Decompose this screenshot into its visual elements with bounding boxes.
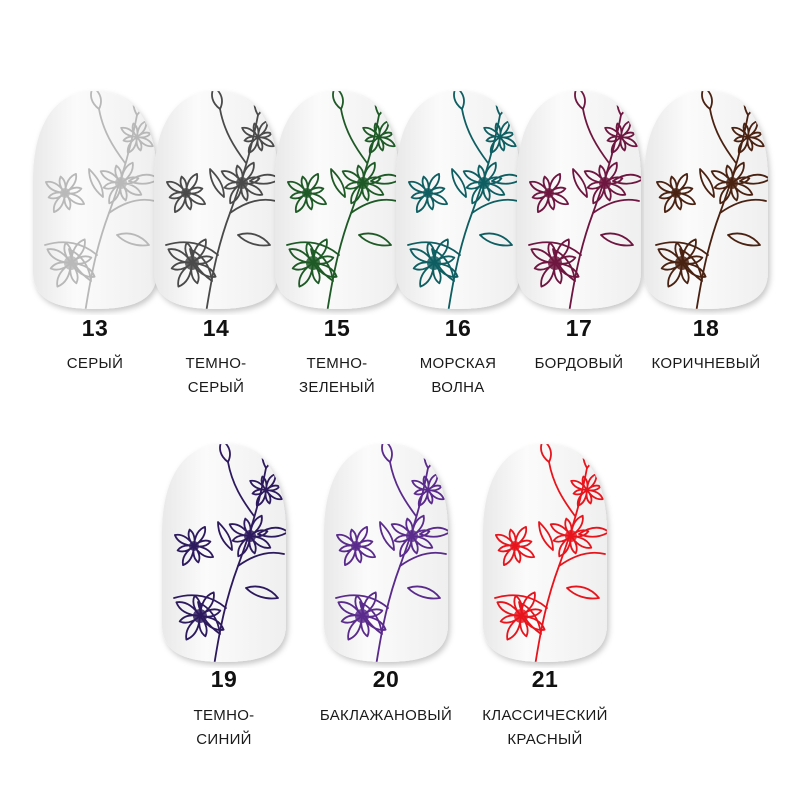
swatch-name-line1: ТЕМНО- xyxy=(193,707,255,724)
swatch-name-line2: СЕРЫЙ xyxy=(187,379,245,396)
swatch-name-line2: СИНИЙ xyxy=(196,731,252,748)
nail-svg xyxy=(154,91,278,309)
swatch-name-line1: МОРСКАЯ xyxy=(419,355,497,372)
swatch-name-line1: БОРДОВЫЙ xyxy=(534,355,624,372)
swatch-name-line1: КЛАССИЧЕСКИЙ xyxy=(482,707,608,724)
swatch-name-line1: СЕРЫЙ xyxy=(66,355,124,372)
nail-tip xyxy=(25,85,165,315)
swatch-number: 14 xyxy=(202,315,230,341)
swatch-number: 17 xyxy=(565,315,593,341)
swatch-number: 19 xyxy=(210,666,238,692)
swatch-name-line2: КРАСНЫЙ xyxy=(507,731,583,748)
nail-svg xyxy=(396,91,520,309)
nail-svg xyxy=(162,444,286,662)
swatch-number: 16 xyxy=(444,315,472,341)
nail-svg xyxy=(33,91,157,309)
nail-svg xyxy=(644,91,768,309)
swatch-name-line1: КОРИЧНЕВЫЙ xyxy=(651,355,761,372)
swatch-name: СЕРЫЙ xyxy=(5,352,185,376)
nail-tip xyxy=(154,438,294,668)
swatch-name: ТЕМНО- ЗЕЛЕНЫЙ xyxy=(247,352,427,400)
swatch-name-line2: ВОЛНА xyxy=(431,379,485,396)
nail-tip xyxy=(146,85,286,315)
swatch-name-line1: БАКЛАЖАНОВЫЙ xyxy=(319,707,453,724)
swatch-number: 15 xyxy=(323,315,351,341)
swatch-name: КОРИЧНЕВЫЙ xyxy=(616,352,796,376)
nail-tip xyxy=(509,85,649,315)
nail-svg xyxy=(517,91,641,309)
lily-pattern xyxy=(44,91,157,309)
swatch-name: БАКЛАЖАНОВЫЙ xyxy=(296,704,476,728)
nail-tip xyxy=(636,85,776,315)
nail-tip xyxy=(475,438,615,668)
nail-tip xyxy=(267,85,407,315)
nail-svg xyxy=(324,444,448,662)
lily-pattern xyxy=(528,91,641,309)
swatch-name-line1: ТЕМНО- xyxy=(306,355,368,372)
nail-svg xyxy=(483,444,607,662)
swatch-name: БОРДОВЫЙ xyxy=(489,352,669,376)
swatch-number: 18 xyxy=(692,315,720,341)
lily-pattern xyxy=(494,444,607,662)
lily-pattern xyxy=(407,91,520,309)
swatch-name: ТЕМНО- СИНИЙ xyxy=(134,704,314,752)
nail-tip xyxy=(388,85,528,315)
swatch-name-line2: ЗЕЛЕНЫЙ xyxy=(299,379,375,396)
lily-pattern xyxy=(335,444,448,662)
swatch-number: 13 xyxy=(81,315,109,341)
lily-pattern xyxy=(655,91,768,309)
swatch-number: 21 xyxy=(531,666,559,692)
lily-pattern xyxy=(173,444,286,662)
swatch-name: МОРСКАЯ ВОЛНА xyxy=(368,352,548,400)
swatch-name: КЛАССИЧЕСКИЙ КРАСНЫЙ xyxy=(455,704,635,752)
swatch-name-line1: ТЕМНО- xyxy=(185,355,247,372)
swatch-name: ТЕМНО- СЕРЫЙ xyxy=(126,352,306,400)
nail-svg xyxy=(275,91,399,309)
swatch-number: 20 xyxy=(372,666,400,692)
nail-tip xyxy=(316,438,456,668)
